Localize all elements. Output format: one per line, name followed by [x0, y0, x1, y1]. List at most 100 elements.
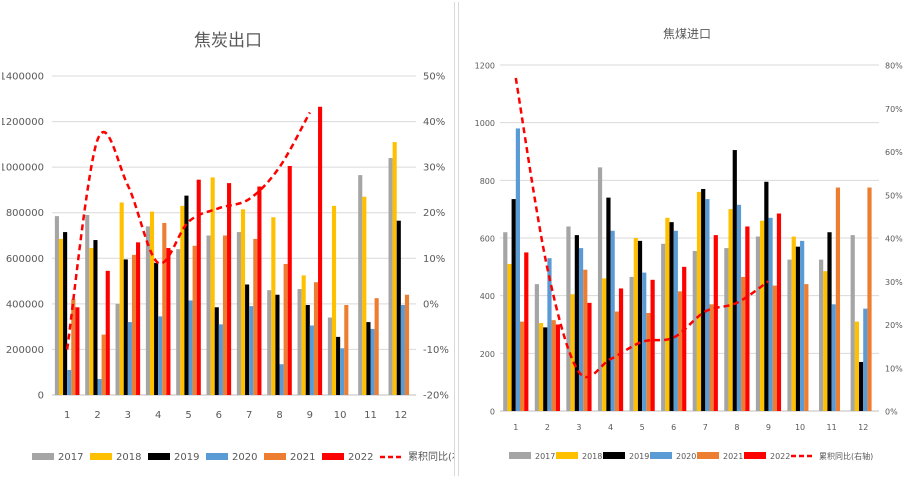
bar-2017-1: [503, 232, 508, 411]
y-tick-label: 1200: [475, 62, 495, 71]
bar-2018-6: [665, 217, 670, 411]
bar-2020-1: [515, 128, 520, 411]
y2-tick-label: -10%: [423, 345, 449, 356]
bar-2017-7: [692, 250, 697, 411]
legend-swatch-2021: [697, 452, 719, 459]
bar-2021-4: [614, 311, 619, 411]
legend-swatch-2021: [264, 453, 286, 460]
y2-tick-label: 20%: [423, 208, 445, 219]
bar-2019-11: [827, 232, 832, 411]
bar-2022-2: [105, 270, 110, 395]
legend-label-2019: 2019: [174, 452, 199, 463]
y-tick-label: 600000: [6, 254, 44, 265]
bar-2019-9: [764, 181, 769, 411]
x-tick-label: 7: [703, 423, 708, 432]
bar-2018-10: [791, 236, 796, 411]
x-tick-label: 7: [246, 410, 252, 421]
y2-tick-label: 0%: [423, 299, 439, 310]
x-tick-label: 12: [394, 410, 407, 421]
bar-2019-4: [606, 197, 611, 411]
bar-2021-5: [192, 245, 197, 395]
bar-2021-3: [583, 269, 588, 411]
y-tick-label: 800: [480, 177, 495, 186]
bar-2017-11: [358, 175, 363, 395]
bar-2018-8: [728, 209, 733, 411]
bar-2021-2: [101, 334, 106, 395]
bar-2022-6: [227, 183, 232, 395]
bar-2020-3: [127, 322, 132, 395]
bar-2019-5: [637, 240, 643, 411]
bar-2021-5: [646, 312, 651, 411]
x-tick-label: 4: [155, 410, 161, 421]
legend-label-2021: 2021: [723, 452, 743, 461]
legend-label-2019: 2019: [629, 452, 649, 461]
legend-swatch-2017: [32, 453, 54, 460]
bar-2020-7: [705, 199, 710, 411]
bar-2021-1: [71, 299, 76, 395]
bar-2019-10: [336, 336, 341, 395]
bar-2021-6: [677, 291, 683, 411]
bar-2019-8: [732, 150, 737, 411]
legend-swatch-2019: [603, 452, 625, 459]
legend-label-2020: 2020: [232, 452, 257, 463]
bar-2020-10: [800, 240, 805, 411]
chart-title: 焦煤进口: [663, 27, 711, 41]
bar-2018-11: [362, 196, 367, 395]
y-tick-label: 1000000: [2, 163, 44, 174]
bar-2017-12: [850, 235, 855, 411]
bar-2022-7: [257, 186, 262, 395]
bar-2018-2: [89, 248, 94, 395]
bar-2022-4: [618, 288, 624, 411]
bar-2020-4: [610, 230, 615, 411]
bar-2022-9: [776, 213, 782, 411]
x-tick-label: 9: [307, 410, 313, 421]
y-tick-label: 1400000: [2, 72, 44, 83]
bar-2020-11: [370, 328, 375, 395]
x-tick-label: 11: [827, 423, 837, 432]
bar-2021-10: [804, 284, 809, 411]
bar-2022-8: [745, 226, 750, 411]
y-tick-label: 200: [480, 350, 495, 359]
bar-2017-8: [267, 290, 272, 395]
y2-tick-label: 50%: [885, 191, 903, 200]
legend-label-2020: 2020: [676, 452, 696, 461]
bar-2018-4: [149, 211, 155, 395]
bar-2021-3: [131, 254, 137, 395]
bar-2020-9: [309, 325, 314, 395]
y-tick-label: 400000: [6, 299, 44, 310]
bar-2017-2: [85, 214, 90, 395]
x-tick-label: 5: [640, 423, 645, 432]
cumulative-yoy-line: [65, 111, 311, 350]
bar-2019-9: [305, 304, 310, 395]
x-tick-label: 6: [216, 410, 222, 421]
bar-2017-3: [566, 226, 571, 411]
x-tick-label: 1: [513, 423, 518, 432]
bar-2022-5: [650, 279, 655, 411]
y2-tick-label: 20%: [885, 321, 903, 330]
bar-2021-7: [709, 304, 714, 411]
chart-legend: 2017 2018 2019 2020 2021 2022 累积同比(右轴): [509, 451, 873, 461]
y-tick-label: 1200000: [2, 117, 44, 128]
bar-2017-11: [819, 259, 824, 411]
bar-2019-2: [93, 240, 98, 395]
legend-label-2018: 2018: [116, 452, 141, 463]
bar-2019-12: [859, 361, 864, 411]
bar-2018-5: [633, 238, 638, 411]
bar-2018-9: [760, 220, 765, 411]
bar-2021-11: [374, 298, 379, 395]
bar-2020-11: [831, 304, 836, 411]
bar-2021-8: [283, 263, 288, 395]
bar-2021-12: [404, 294, 410, 395]
bar-2018-5: [180, 205, 185, 395]
y2-tick-label: 30%: [885, 278, 903, 287]
bar-2022-1: [75, 307, 80, 395]
bar-2020-8: [736, 204, 742, 411]
chart-legend: 2017 2018 2019 2020 2021 2022 累积同比(右轴): [32, 450, 454, 463]
bar-2020-8: [279, 364, 284, 395]
bar-2018-12: [854, 321, 860, 411]
y-tick-label: 400: [480, 292, 495, 301]
bar-2017-4: [145, 226, 150, 395]
bar-2018-11: [823, 271, 828, 411]
bar-2020-6: [673, 230, 678, 411]
bar-2019-12: [396, 220, 401, 395]
